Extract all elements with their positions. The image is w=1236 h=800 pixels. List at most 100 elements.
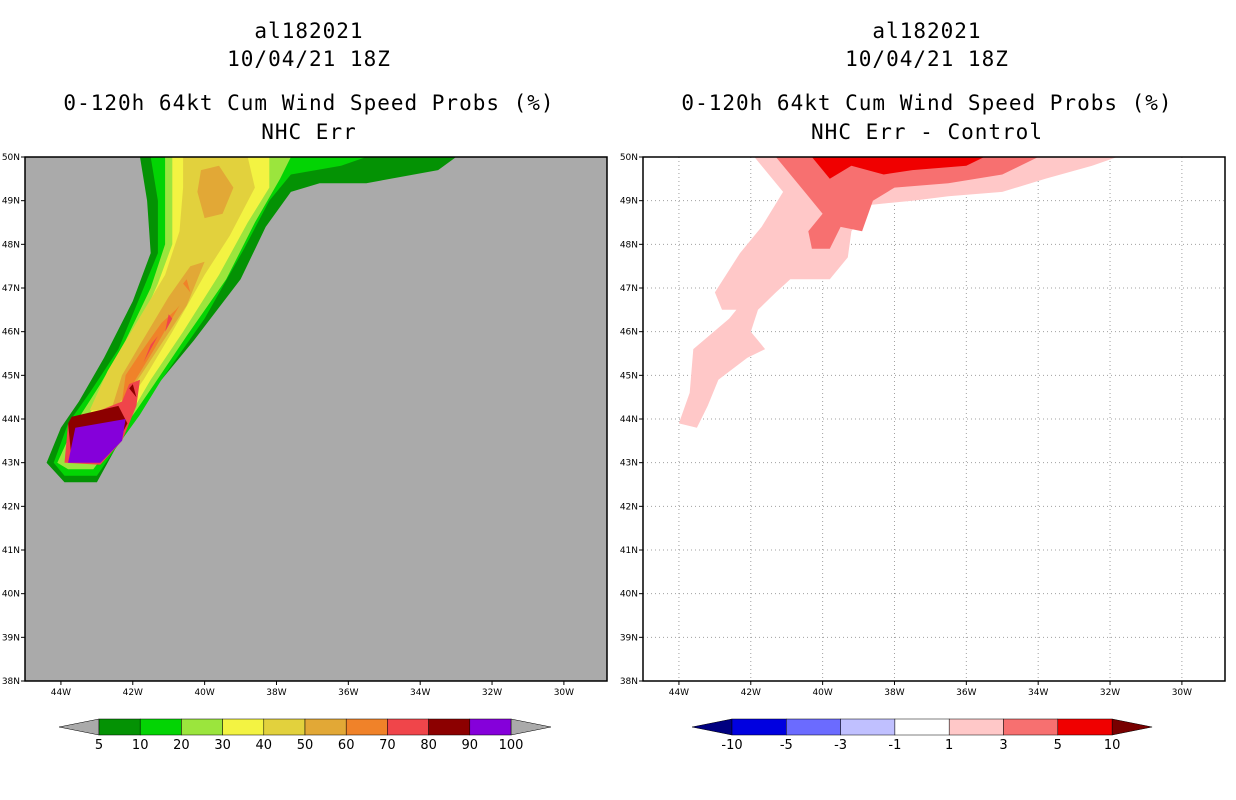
colorbar-swatch bbox=[428, 718, 471, 736]
contour-region-1-3 bbox=[678, 157, 1118, 428]
contour-region-60-70 bbox=[122, 305, 180, 402]
colorbar-extend-right bbox=[1111, 718, 1153, 736]
chart-title: 0-120h 64kt Cum Wind Speed Probs (%) bbox=[63, 91, 555, 115]
datetime-title: 10/04/21 18Z bbox=[845, 47, 1009, 71]
x-tick-label: 34W bbox=[1028, 688, 1048, 698]
x-tick-label: 40W bbox=[812, 688, 832, 698]
x-tick-label: 38W bbox=[266, 688, 286, 698]
colorbar-swatch bbox=[98, 718, 141, 736]
y-tick-label: 42N bbox=[2, 502, 20, 512]
contour-region-70-80 bbox=[143, 336, 158, 363]
contour-region-60-70 bbox=[183, 279, 191, 293]
contour-region-80-90 bbox=[129, 384, 137, 398]
colorbar-swatch bbox=[222, 718, 265, 736]
y-tick-label: 38N bbox=[620, 677, 638, 687]
colorbar-swatch bbox=[304, 718, 347, 736]
colorbar-label: 10 bbox=[1104, 738, 1121, 753]
colorbar-label: -10 bbox=[721, 738, 742, 753]
storm-id-title: al182021 bbox=[254, 19, 364, 43]
colorbar-swatch bbox=[731, 718, 787, 736]
colorbar-swatch bbox=[469, 718, 512, 736]
y-tick-label: 42N bbox=[620, 502, 638, 512]
colorbar-label: 20 bbox=[173, 738, 190, 753]
x-tick-label: 34W bbox=[410, 688, 430, 698]
y-tick-label: 49N bbox=[620, 197, 638, 207]
x-tick-label: 38W bbox=[884, 688, 904, 698]
colorbar-swatch bbox=[894, 718, 950, 736]
colorbar-extend-left bbox=[58, 718, 100, 736]
colorbar-extend-left bbox=[691, 718, 733, 736]
x-tick-label: 36W bbox=[956, 688, 976, 698]
contour-region-90-100 bbox=[68, 419, 126, 463]
y-tick-label: 46N bbox=[2, 328, 20, 338]
y-tick-label: 47N bbox=[2, 284, 20, 294]
chart-subtitle: NHC Err - Control bbox=[811, 120, 1043, 144]
colorbar-label: 5 bbox=[1054, 738, 1062, 753]
x-tick-label: 36W bbox=[338, 688, 358, 698]
colorbar: -10 -5 -3 -1 1 3 5 10 bbox=[691, 718, 1153, 753]
x-tick-label: 40W bbox=[194, 688, 214, 698]
contour-region-40-50 bbox=[89, 157, 255, 411]
x-tick-label: 32W bbox=[482, 688, 502, 698]
colorbar-label: 10 bbox=[132, 738, 149, 753]
y-tick-label: 46N bbox=[620, 328, 638, 338]
colorbar-label: -1 bbox=[888, 738, 901, 753]
y-tick-label: 49N bbox=[2, 197, 20, 207]
chart-title: 0-120h 64kt Cum Wind Speed Probs (%) bbox=[681, 91, 1173, 115]
left-chart-svg: 38N 39N 40N 41N 42N 43N 44N 45N 46N 47N 48N 49N 50N 4… bbox=[2, 153, 608, 753]
y-tick-label: 39N bbox=[2, 633, 20, 643]
contour-regions bbox=[678, 157, 1118, 428]
x-tick-label: 30W bbox=[554, 688, 574, 698]
colorbar-extend-right bbox=[510, 718, 552, 736]
y-tick-label: 50N bbox=[620, 153, 638, 163]
y-tick-label: 41N bbox=[620, 546, 638, 556]
left-chart-panel: al182021 10/04/21 18Z 0-120h 64kt Cum Wi… bbox=[2, 19, 608, 753]
y-tick-label: 44N bbox=[620, 415, 638, 425]
right-chart-svg: 38N 39N 40N 41N 42N 43N 44N 45N 46N 47N 48N 49N 50N 4… bbox=[620, 153, 1226, 753]
chart-subtitle: NHC Err bbox=[261, 120, 357, 144]
y-tick-label: 45N bbox=[620, 371, 638, 381]
y-tick-label: 40N bbox=[620, 590, 638, 600]
colorbar-label: 5 bbox=[95, 738, 103, 753]
colorbar-label: 70 bbox=[379, 738, 396, 753]
colorbar-label: -5 bbox=[780, 738, 793, 753]
colorbar-swatch bbox=[948, 718, 1004, 736]
colorbar-swatch bbox=[387, 718, 429, 736]
x-tick-label: 44W bbox=[669, 688, 689, 698]
y-tick-label: 41N bbox=[2, 546, 20, 556]
contour-region-70-80 bbox=[165, 314, 173, 332]
y-tick-label: 45N bbox=[2, 371, 20, 381]
contour-region-3-5 bbox=[775, 157, 1039, 249]
colorbar: 5 10 20 30 40 50 60 70 80 90 100 bbox=[58, 718, 552, 753]
colorbar-label: 60 bbox=[338, 738, 355, 753]
y-tick-label: 40N bbox=[2, 590, 20, 600]
colorbar-swatch bbox=[181, 718, 223, 736]
y-tick-label: 39N bbox=[620, 633, 638, 643]
datetime-title: 10/04/21 18Z bbox=[227, 47, 391, 71]
colorbar-label: 90 bbox=[462, 738, 479, 753]
y-tick-label: 38N bbox=[2, 677, 20, 687]
y-tick-label: 43N bbox=[2, 459, 20, 469]
plot-background bbox=[643, 157, 1225, 681]
contour-region-50-60 bbox=[197, 165, 234, 219]
contour-regions bbox=[46, 157, 457, 483]
colorbar-label: -3 bbox=[834, 738, 847, 753]
colorbar-swatch bbox=[786, 718, 841, 736]
x-tick-label: 42W bbox=[123, 688, 143, 698]
colorbar-label: 3 bbox=[999, 738, 1007, 753]
y-tick-label: 48N bbox=[620, 240, 638, 250]
contour-region-5-10 bbox=[811, 157, 985, 179]
colorbar-swatch bbox=[139, 718, 182, 736]
colorbar-swatch bbox=[840, 718, 896, 736]
colorbar-swatch bbox=[1003, 718, 1059, 736]
colorbar-label: 50 bbox=[297, 738, 314, 753]
colorbar-swatch bbox=[263, 718, 306, 736]
y-tick-label: 48N bbox=[2, 240, 20, 250]
colorbar-swatch bbox=[1057, 718, 1113, 736]
colorbar-label: 100 bbox=[499, 738, 524, 753]
y-tick-label: 47N bbox=[620, 284, 638, 294]
colorbar-swatch bbox=[345, 718, 388, 736]
y-tick-label: 50N bbox=[2, 153, 20, 163]
y-tick-label: 43N bbox=[620, 459, 638, 469]
y-tick-label: 44N bbox=[2, 415, 20, 425]
